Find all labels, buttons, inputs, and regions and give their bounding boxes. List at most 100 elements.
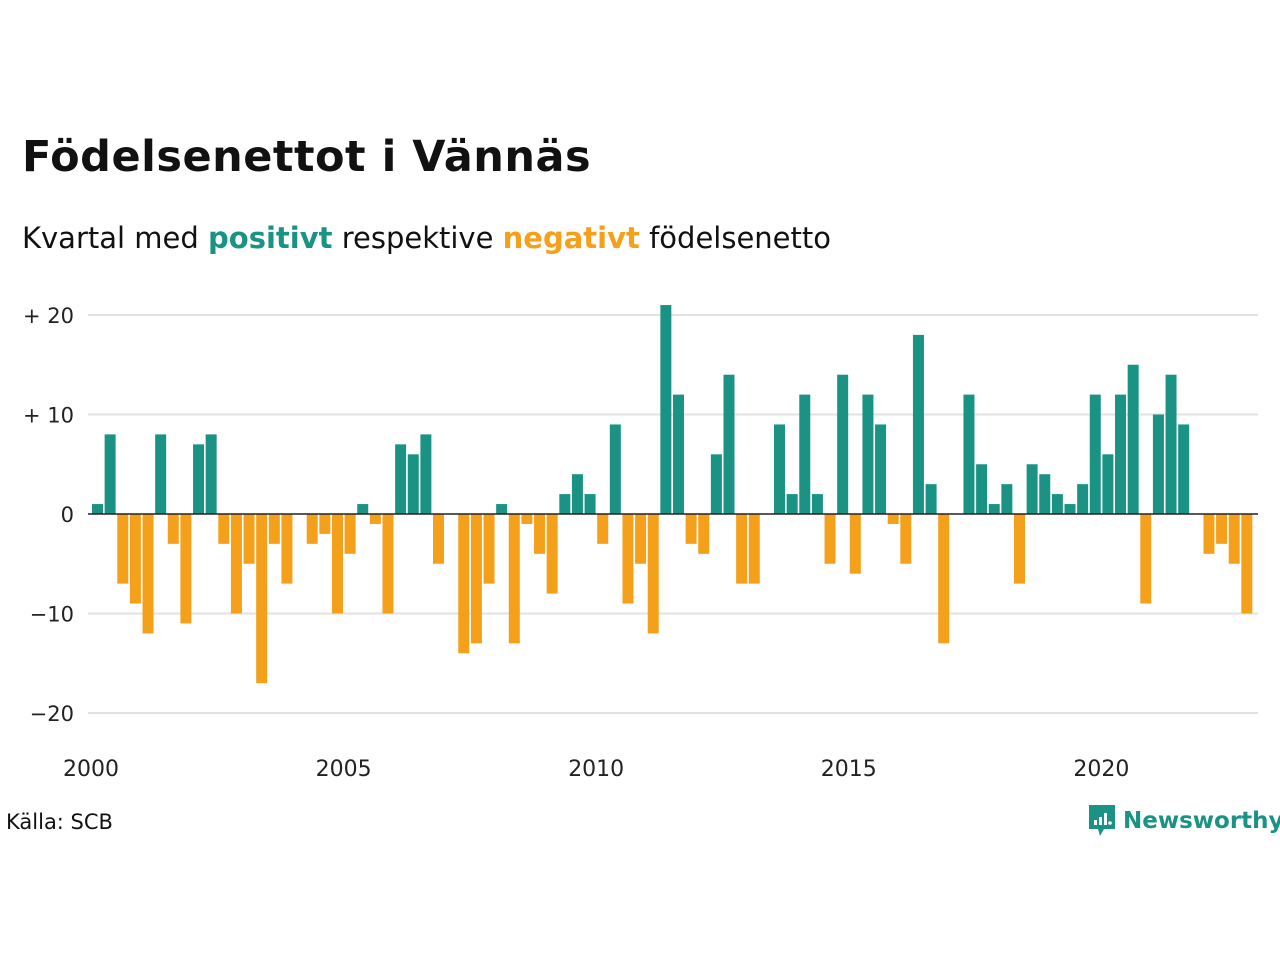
bar-positive bbox=[407, 454, 419, 514]
bar-positive bbox=[1039, 474, 1051, 514]
bar-positive bbox=[875, 424, 887, 514]
bar-negative bbox=[736, 514, 748, 584]
bar-positive bbox=[862, 394, 874, 514]
bar-negative bbox=[458, 514, 470, 654]
bar-positive bbox=[925, 484, 937, 514]
bar-negative bbox=[117, 514, 129, 584]
bar-positive bbox=[609, 424, 621, 514]
bar-negative bbox=[470, 514, 482, 644]
bar-negative bbox=[698, 514, 710, 554]
bar-positive bbox=[205, 434, 217, 514]
bars bbox=[92, 305, 1253, 684]
bar-positive bbox=[357, 504, 369, 514]
subtitle-positive: positivt bbox=[208, 221, 333, 255]
newsworthy-logo-icon bbox=[1089, 805, 1115, 836]
bar-positive bbox=[723, 374, 735, 514]
subtitle-suffix: födelsenetto bbox=[649, 221, 831, 255]
bar-positive bbox=[774, 424, 786, 514]
bar-positive bbox=[1051, 494, 1063, 514]
bar-positive bbox=[1001, 484, 1013, 514]
bar-positive bbox=[193, 444, 205, 514]
bar-positive bbox=[1077, 484, 1089, 514]
chart-title: Födelsenettot i Vännäs bbox=[22, 132, 592, 182]
bar-positive bbox=[963, 394, 975, 514]
bar-negative bbox=[647, 514, 659, 634]
bar-negative bbox=[167, 514, 179, 544]
bar-positive bbox=[912, 334, 924, 514]
bar-positive bbox=[799, 394, 811, 514]
bar-positive bbox=[420, 434, 432, 514]
bar-negative bbox=[243, 514, 255, 564]
brand-name: Newsworthy bbox=[1123, 808, 1280, 834]
bar-negative bbox=[483, 514, 495, 584]
bar-positive bbox=[786, 494, 798, 514]
bar-negative bbox=[1216, 514, 1228, 544]
bar-negative bbox=[344, 514, 356, 554]
brand-logo: Newsworthy bbox=[1087, 803, 1280, 839]
axes: + 20 + 10 0 −10 −20 2000 2005 2010 2015 2020 bbox=[23, 304, 1258, 782]
x-tick-label: 2015 bbox=[821, 757, 877, 782]
bar-negative bbox=[230, 514, 242, 614]
subtitle-middle: respektive bbox=[341, 221, 494, 255]
bar-positive bbox=[811, 494, 823, 514]
bar-negative bbox=[142, 514, 154, 634]
subtitle-negative: negativt bbox=[502, 221, 640, 255]
bar-positive bbox=[496, 504, 508, 514]
source-note: Källa: SCB bbox=[6, 810, 113, 834]
bar-positive bbox=[976, 464, 988, 514]
bar-positive bbox=[1178, 424, 1190, 514]
bar-positive bbox=[155, 434, 167, 514]
x-tick-label: 2020 bbox=[1073, 757, 1129, 782]
bar-negative bbox=[887, 514, 899, 524]
bar-negative bbox=[534, 514, 546, 554]
bar-positive bbox=[1102, 454, 1114, 514]
bar-positive bbox=[1165, 374, 1177, 514]
bar-positive bbox=[1152, 414, 1164, 514]
y-tick-label: + 10 bbox=[23, 404, 74, 428]
bar-negative bbox=[900, 514, 912, 564]
bar-negative bbox=[685, 514, 697, 544]
bar-negative bbox=[1203, 514, 1215, 554]
bar-negative bbox=[1013, 514, 1025, 584]
y-tick-label: −20 bbox=[30, 702, 74, 726]
bar-positive bbox=[710, 454, 722, 514]
bar-positive bbox=[584, 494, 596, 514]
x-tick-label: 2000 bbox=[63, 757, 119, 782]
bar-positive bbox=[988, 504, 1000, 514]
bar-negative bbox=[433, 514, 445, 564]
bar-negative bbox=[508, 514, 520, 644]
bar-negative bbox=[938, 514, 950, 644]
bar-negative bbox=[1228, 514, 1240, 564]
bar-positive bbox=[395, 444, 407, 514]
bar-negative bbox=[129, 514, 141, 604]
bar-negative bbox=[218, 514, 230, 544]
chart-subtitle: Kvartal med positivt respektive negativt… bbox=[22, 221, 831, 255]
bar-negative bbox=[521, 514, 533, 524]
bar-positive bbox=[1026, 464, 1038, 514]
y-tick-label: −10 bbox=[30, 603, 74, 627]
bar-positive bbox=[92, 504, 103, 514]
bar-negative bbox=[1140, 514, 1152, 604]
bar-negative bbox=[256, 514, 268, 684]
bar-positive bbox=[672, 394, 684, 514]
y-tick-label: + 20 bbox=[23, 304, 74, 328]
bar-negative bbox=[180, 514, 192, 624]
bar-positive bbox=[1064, 504, 1076, 514]
x-tick-label: 2005 bbox=[316, 757, 372, 782]
bar-negative bbox=[331, 514, 343, 614]
bar-positive bbox=[571, 474, 583, 514]
bar-negative bbox=[622, 514, 634, 604]
bar-negative bbox=[281, 514, 293, 584]
bar-negative bbox=[369, 514, 381, 524]
bar-positive bbox=[559, 494, 571, 514]
y-tick-label: 0 bbox=[61, 503, 74, 527]
bar-negative bbox=[748, 514, 760, 584]
bar-chart: + 20 + 10 0 −10 −20 2000 2005 2010 2015 2020 bbox=[23, 304, 1258, 782]
bar-negative bbox=[382, 514, 394, 614]
bar-negative bbox=[824, 514, 836, 564]
bar-positive bbox=[1089, 394, 1101, 514]
bar-negative bbox=[319, 514, 331, 534]
bar-positive bbox=[104, 434, 116, 514]
bar-negative bbox=[849, 514, 861, 574]
bar-negative bbox=[1241, 514, 1253, 614]
